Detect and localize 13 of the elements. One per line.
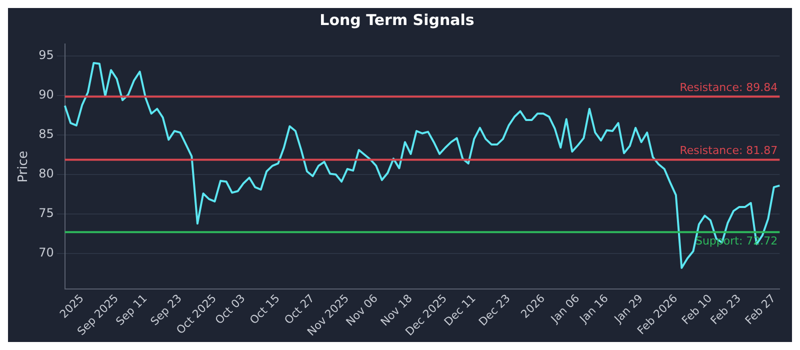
x-tick-label: Dec 23 xyxy=(476,292,513,328)
ref-line-label: Resistance: 81.87 xyxy=(680,144,778,158)
y-tick-label: 70 xyxy=(38,246,54,260)
y-axis-title: Price xyxy=(16,150,32,182)
y-tick-label: 75 xyxy=(38,206,54,220)
ref-line-label: Resistance: 89.84 xyxy=(680,81,778,94)
x-tick-label: Oct 15 xyxy=(247,292,282,327)
x-tick-label: Feb 27 xyxy=(742,292,778,328)
y-tick-label: 95 xyxy=(38,48,54,62)
y-tick-label: 85 xyxy=(38,127,54,142)
y-tick-label: 90 xyxy=(38,88,54,102)
chart-title: Long Term Signals xyxy=(320,10,474,29)
y-tick-label: 80 xyxy=(38,166,54,181)
